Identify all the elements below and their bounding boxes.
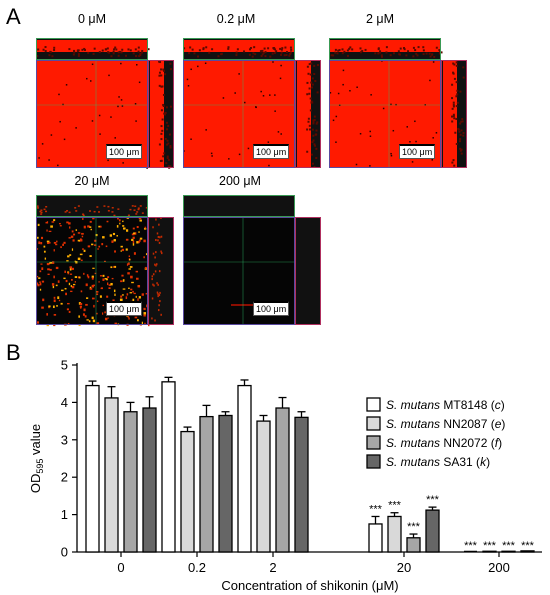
bar	[294, 416, 309, 553]
bar	[501, 550, 516, 553]
bar	[161, 381, 176, 553]
x-tick-label: 200	[488, 560, 510, 575]
x-tick-label: 20	[397, 560, 411, 575]
micrograph-label: 0.2 μM	[216, 12, 256, 26]
y-tick-label: 3	[61, 432, 68, 447]
scale-bar: 100 μm	[106, 301, 143, 316]
micrograph-label: 0 μM	[77, 12, 107, 26]
bar	[387, 515, 402, 553]
bar	[199, 415, 214, 553]
bar	[425, 509, 440, 553]
scale-bar-label: 100 μm	[256, 147, 287, 157]
y-tick-label: 0	[61, 545, 68, 560]
bar	[256, 420, 271, 553]
bar	[180, 430, 195, 553]
panel-a-letter: A	[6, 4, 21, 29]
micrograph-image	[183, 195, 321, 325]
y-axis-label: OD595 value	[28, 424, 45, 493]
significance-label: ***	[388, 500, 402, 512]
legend-swatch	[366, 416, 381, 431]
bar	[368, 523, 383, 553]
significance-label: ***	[369, 503, 383, 515]
significance-label: ***	[407, 521, 421, 533]
micrograph-label: 20 μM	[74, 174, 110, 188]
micrograph-label: 2 μM	[365, 12, 395, 26]
x-tick-label: 0.2	[188, 560, 206, 575]
bar	[218, 414, 233, 553]
scale-bar-label: 100 μm	[109, 304, 140, 314]
bar	[85, 384, 100, 553]
y-tick-label: 4	[61, 395, 68, 410]
legend-label: S. mutans MT8148 (c)	[386, 398, 505, 412]
panel-b-letter: B	[6, 340, 21, 365]
bar	[520, 550, 535, 553]
scale-bar: 100 μm	[253, 144, 290, 159]
significance-label: ***	[521, 540, 535, 552]
legend-label: S. mutans NN2087 (e)	[386, 417, 505, 431]
legend-swatch	[366, 397, 381, 412]
bar	[237, 384, 252, 553]
significance-label: ***	[464, 540, 478, 552]
scale-bar-label: 100 μm	[256, 304, 287, 314]
scale-bar: 100 μm	[106, 144, 143, 159]
x-tick-label: 2	[269, 560, 276, 575]
micrograph-image	[183, 38, 321, 168]
significance-label: ***	[426, 494, 440, 506]
scale-bar-label: 100 μm	[109, 147, 140, 157]
y-tick-label: 5	[61, 358, 68, 373]
scale-bar-label: 100 μm	[402, 147, 433, 157]
legend-swatch	[366, 435, 381, 450]
micrograph-label: 200 μM	[219, 174, 261, 188]
legend-swatch	[366, 454, 381, 469]
scale-bar: 100 μm	[253, 301, 290, 316]
bar	[142, 407, 157, 553]
micrograph-image	[36, 195, 174, 327]
significance-label: ***	[483, 540, 497, 552]
y-tick-label: 1	[61, 507, 68, 522]
bar	[104, 397, 119, 553]
scale-bar: 100 μm	[399, 144, 436, 159]
bar	[406, 537, 421, 553]
x-tick-label: 0	[117, 560, 124, 575]
bar	[482, 550, 497, 553]
significance-label: ***	[502, 540, 516, 552]
y-tick-label: 2	[61, 470, 68, 485]
legend-label: S. mutans SA31 (k)	[386, 455, 490, 469]
bar	[123, 411, 138, 553]
x-axis-label: Concentration of shikonin (μM)	[221, 578, 398, 593]
legend-label: S. mutans NN2072 (f)	[386, 436, 502, 450]
bar	[275, 407, 290, 553]
